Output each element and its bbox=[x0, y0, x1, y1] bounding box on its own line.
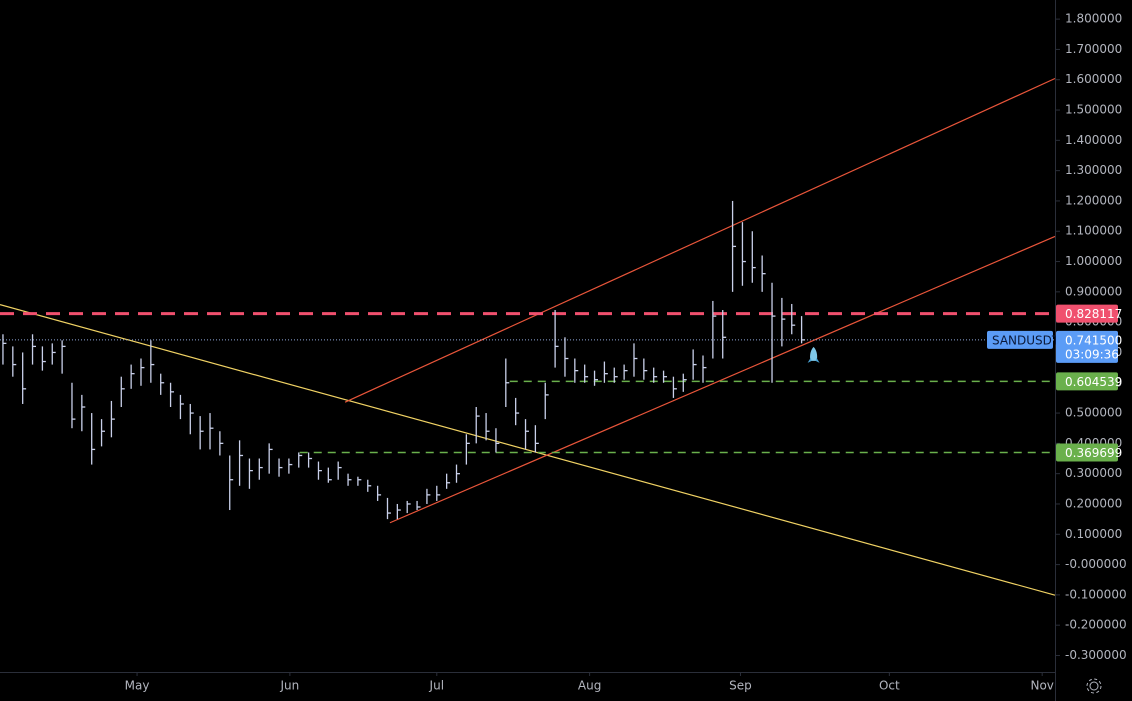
trend-line bbox=[389, 235, 1056, 524]
level-label-bg bbox=[1056, 304, 1118, 323]
countdown-label: 03:09:36 bbox=[1065, 347, 1119, 361]
x-tick-label: Nov bbox=[1030, 679, 1053, 693]
y-tick-label: 1.700000 bbox=[1065, 42, 1122, 56]
last-price-bg bbox=[1056, 330, 1118, 363]
y-tick-label: 1.200000 bbox=[1065, 193, 1122, 207]
level-label-bg bbox=[1056, 443, 1118, 462]
y-tick-label: -0.200000 bbox=[1065, 618, 1127, 632]
x-tick-label: Oct bbox=[879, 679, 900, 693]
y-tick-label: 0.900000 bbox=[1065, 284, 1122, 298]
y-tick-label: 1.500000 bbox=[1065, 103, 1122, 117]
y-tick-label: 1.000000 bbox=[1065, 254, 1122, 268]
last-price-label: 0.741500 bbox=[1065, 333, 1122, 347]
trend-line bbox=[344, 77, 1056, 403]
y-tick-label: 1.800000 bbox=[1065, 12, 1122, 26]
y-tick-label: 1.100000 bbox=[1065, 224, 1122, 238]
x-tick-label: Jun bbox=[280, 679, 300, 693]
level-label: 0.828117 bbox=[1065, 307, 1122, 321]
x-tick-label: Sep bbox=[729, 679, 752, 693]
y-tick-label: -0.100000 bbox=[1065, 587, 1127, 601]
level-label: 0.369699 bbox=[1065, 446, 1122, 460]
trend-line bbox=[0, 303, 1056, 596]
y-tick-label: 0.300000 bbox=[1065, 466, 1122, 480]
y-tick-label: 0.100000 bbox=[1065, 527, 1122, 541]
symbol-label-bg bbox=[987, 330, 1053, 349]
y-tick-label: 1.600000 bbox=[1065, 72, 1122, 86]
symbol-label: SANDUSDT bbox=[992, 333, 1060, 347]
settings-icon[interactable] bbox=[1086, 678, 1102, 694]
y-tick-label: 1.300000 bbox=[1065, 163, 1122, 177]
x-tick-label: Jul bbox=[429, 679, 444, 693]
x-tick-label: May bbox=[125, 679, 150, 693]
rocket-fins bbox=[807, 357, 820, 363]
y-tick-label: 0.500000 bbox=[1065, 406, 1122, 420]
x-tick-label: Aug bbox=[578, 679, 601, 693]
y-tick-label: -0.300000 bbox=[1065, 648, 1127, 662]
level-label: 0.604539 bbox=[1065, 375, 1122, 389]
y-tick-label: 0.200000 bbox=[1065, 496, 1122, 510]
rocket-body bbox=[810, 346, 818, 361]
y-tick-label: 1.400000 bbox=[1065, 133, 1122, 147]
y-tick-label: -0.000000 bbox=[1065, 557, 1127, 571]
rocket-icon bbox=[807, 346, 820, 363]
level-label-bg bbox=[1056, 372, 1118, 391]
